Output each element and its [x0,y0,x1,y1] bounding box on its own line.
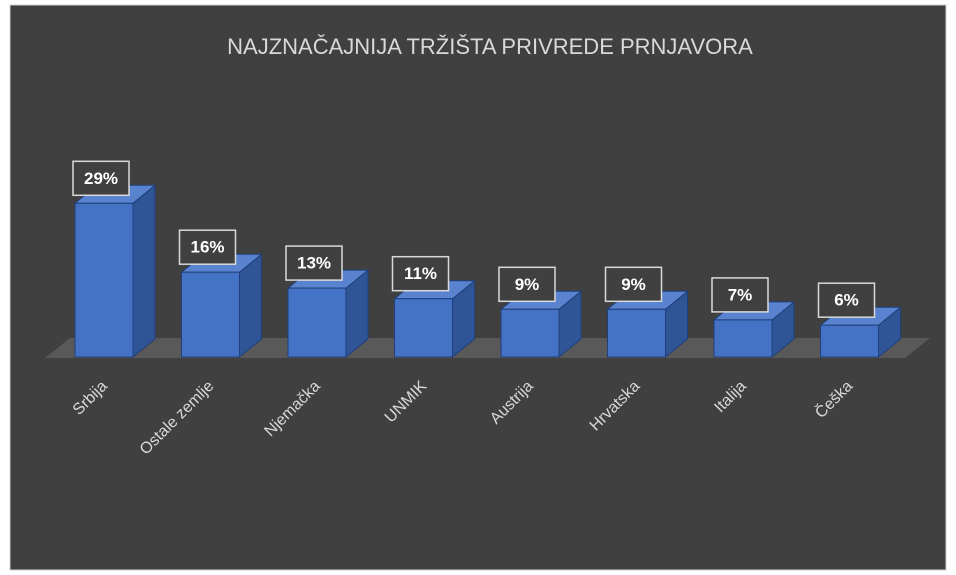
bar [712,300,796,359]
bar-front [287,287,347,358]
value-label: 9% [621,275,646,294]
bar [286,269,370,359]
value-label-box [285,245,343,281]
bar-front [394,298,453,358]
bar [180,253,263,359]
value-label-box [498,266,556,303]
bar-front [74,202,134,358]
bar-front [500,308,560,358]
bar-front [820,324,879,358]
value-label: 16% [190,238,224,257]
value-label-box [178,229,237,265]
value-label: 9% [515,275,540,294]
bar [73,184,157,359]
bar [393,279,476,359]
value-label-box [711,277,769,313]
chart-background [9,4,947,571]
chart-title: NAJZNAČAJNIJA TRŽIŠTA PRIVREDE PRNJAVORA [227,34,753,59]
value-label: 29% [84,169,118,188]
value-label-box [72,160,130,197]
value-label-box [817,282,876,318]
value-label: 6% [834,291,859,310]
value-label-box [604,266,663,303]
value-label: 7% [728,285,753,304]
floor [45,338,930,358]
bar-front [181,271,240,358]
value-label: 13% [297,254,331,273]
value-label: 11% [404,264,437,283]
bar-front [713,319,773,358]
bar-side [132,184,156,359]
bar-front [607,308,666,358]
value-label-box [391,255,450,292]
